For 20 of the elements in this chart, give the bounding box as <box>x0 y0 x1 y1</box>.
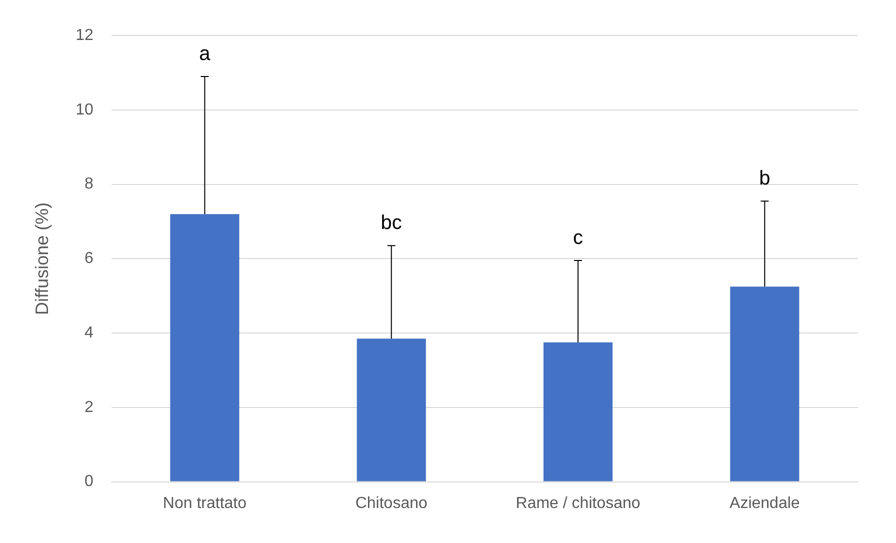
bar <box>730 286 800 482</box>
x-tick-label: Non trattato <box>162 494 247 512</box>
annotation: b <box>759 168 770 190</box>
y-tick-label: 2 <box>84 398 94 416</box>
y-tick-label: 6 <box>84 250 94 268</box>
x-tick-label: Chitosano <box>355 494 428 512</box>
x-tick-label: Aziendale <box>730 494 800 512</box>
annotation: c <box>573 227 584 250</box>
annotation: bc <box>380 212 402 234</box>
y-tick-label: 8 <box>84 176 94 193</box>
annotation: a <box>199 43 212 66</box>
y-tick-label: 0 <box>84 473 94 490</box>
y-tick-label: 12 <box>76 27 94 44</box>
bar <box>543 342 613 482</box>
bar <box>356 338 426 482</box>
y-tick-label: 10 <box>76 101 94 118</box>
y-axis-title: Diffusione (%) <box>32 202 52 316</box>
y-tick-label: 4 <box>84 324 94 342</box>
x-tick-label: Rame / chitosano <box>516 494 640 512</box>
bar <box>170 214 240 482</box>
